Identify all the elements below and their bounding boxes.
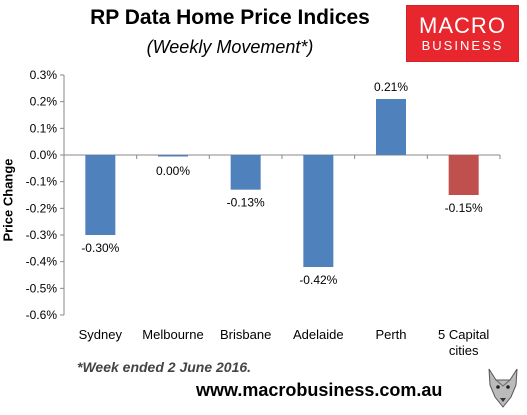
logo-line-2: BUSINESS xyxy=(421,37,504,53)
chart-title: RP Data Home Price Indices xyxy=(90,6,370,29)
website-link[interactable]: www.macrobusiness.com.au xyxy=(196,380,443,400)
y-tick-label: -0.2% xyxy=(26,201,58,215)
y-tick-label: -0.3% xyxy=(26,228,58,242)
x-tick-label: Sydney xyxy=(79,327,123,342)
y-tick-label: 0.1% xyxy=(30,121,58,135)
y-tick-label: -0.1% xyxy=(26,175,58,189)
data-label: -0.13% xyxy=(227,196,265,210)
macrobusiness-logo[interactable]: MACRO BUSINESS xyxy=(406,5,519,62)
data-label: -0.30% xyxy=(81,241,119,255)
bar xyxy=(303,155,334,267)
x-tick-label: cities xyxy=(449,343,479,358)
logo-line-1: MACRO xyxy=(419,12,506,38)
bar xyxy=(158,155,188,157)
data-label: -0.42% xyxy=(299,273,337,287)
data-label: -0.15% xyxy=(445,201,483,215)
x-tick-label: Melbourne xyxy=(142,327,203,342)
bar xyxy=(448,155,479,195)
chart-subtitle: (Weekly Movement*) xyxy=(146,37,314,57)
data-label: 0.00% xyxy=(156,164,190,178)
footnote: *Week ended 2 June 2016. xyxy=(77,359,252,375)
y-tick-label: -0.4% xyxy=(26,255,58,269)
y-tick-label: -0.6% xyxy=(26,308,58,322)
y-tick-label: -0.5% xyxy=(26,281,58,295)
y-tick-label: 0.3% xyxy=(30,68,58,82)
bar xyxy=(230,155,261,190)
x-tick-label: 5 Capital xyxy=(438,327,489,342)
bar xyxy=(85,155,116,235)
bar xyxy=(376,99,406,155)
y-tick-label: 0.2% xyxy=(30,95,58,109)
x-tick-label: Adelaide xyxy=(293,327,344,342)
x-tick-label: Brisbane xyxy=(220,327,271,342)
y-tick-label: 0.0% xyxy=(30,148,58,162)
wolf-mascot-icon xyxy=(488,368,518,408)
bar-chart: 0.3% 0.2% 0.1% 0.0% -0.1% -0.2% -0.3% -0.4% -0.5… xyxy=(26,68,501,358)
x-tick-label: Perth xyxy=(375,327,406,342)
data-label: 0.21% xyxy=(374,80,408,94)
